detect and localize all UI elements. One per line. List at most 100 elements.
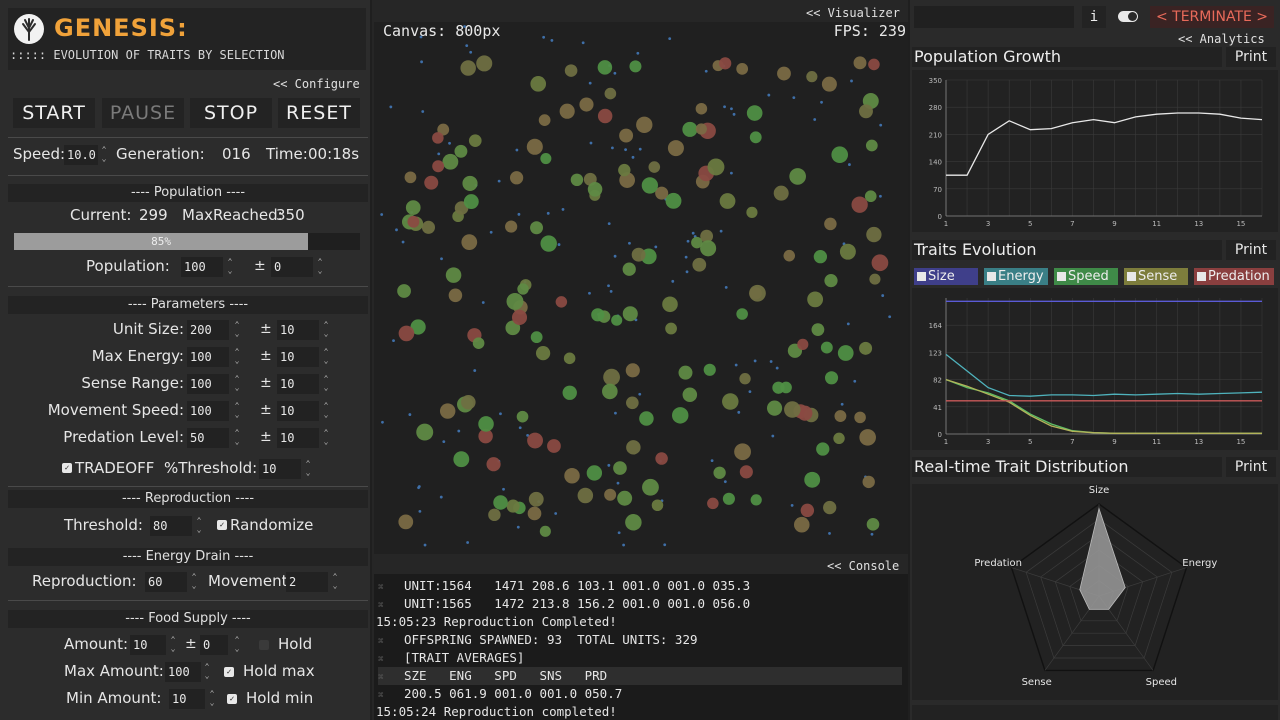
analytics-link[interactable]: << Analytics [1178,32,1265,46]
reset-button[interactable]: RESET [278,98,360,128]
param-variance-stepper[interactable]: ⌃ ⌄ [323,401,329,419]
console-line-marker: ⌘ [378,601,384,611]
pause-button[interactable]: PAUSE [102,98,184,128]
y-tick-label: 280 [929,104,942,112]
legend-checkbox[interactable] [1127,272,1136,281]
unit-dot [866,226,882,243]
legend-toggle-energy[interactable]: Energy [984,268,1048,285]
stop-button[interactable]: STOP [190,98,272,128]
legend-toggle-sense[interactable]: Sense [1124,268,1188,285]
param-variance-input[interactable]: 10 [277,374,319,394]
unit-dot [807,291,824,308]
theme-toggle[interactable] [1118,11,1138,22]
drain-movement-stepper[interactable]: ⌃ ⌄ [332,572,338,590]
terminate-button[interactable]: < TERMINATE > [1150,6,1274,28]
food-dot [465,44,469,47]
legend-checkbox[interactable] [1197,272,1206,281]
food-max-stepper[interactable]: ⌃ ⌄ [204,662,210,680]
param-value-stepper[interactable]: ⌃ ⌄ [234,374,240,392]
param-value-input[interactable]: 100 [187,347,229,367]
hold-checkbox[interactable] [259,640,269,650]
speed-stepper[interactable]: ⌃ ⌄ [101,145,107,163]
param-variance-stepper[interactable]: ⌃ ⌄ [323,347,329,365]
threshold-label: %Threshold: [164,459,258,477]
food-dot [668,37,672,41]
param-variance-input[interactable]: 10 [277,320,319,340]
tradeoff-threshold-stepper[interactable]: ⌃ ⌄ [305,459,311,477]
param-variance-stepper[interactable]: ⌃ ⌄ [323,320,329,338]
x-tick-label: 7 [1070,438,1074,446]
initial-population-stepper[interactable]: ⌃ ⌄ [227,257,233,275]
param-value-input[interactable]: 100 [187,374,229,394]
param-variance-stepper[interactable]: ⌃ ⌄ [323,374,329,392]
population-variance-stepper[interactable]: ⌃ ⌄ [317,257,323,275]
configure-link[interactable]: << Configure [273,77,360,91]
hold-max-checkbox[interactable]: ✓ [224,667,234,677]
param-value-input[interactable]: 50 [187,428,229,448]
unit-dot [736,308,748,320]
food-dot [473,369,477,372]
food-dot [581,41,585,45]
legend-toggle-predation[interactable]: Predation [1194,268,1274,285]
initial-population-input[interactable]: 100 [181,257,223,277]
param-value-stepper[interactable]: ⌃ ⌄ [234,401,240,419]
param-variance-input[interactable]: 10 [277,401,319,421]
food-max-input[interactable]: 100 [165,662,201,682]
unit-dot [682,387,698,403]
console-line: ⌘ OFFSPRING SPAWNED: 93 TOTAL UNITS: 329 [378,631,902,649]
population-variance-input[interactable]: 0 [271,257,313,277]
legend-label: Energy [998,269,1044,284]
tradeoff-label: TRADEOFF [75,459,155,477]
series-line-0 [946,112,1263,176]
print-traits-button[interactable]: Print [1226,240,1276,260]
drain-movement-input[interactable]: 2 [286,572,328,592]
food-dot [622,543,625,547]
tradeoff-threshold-input[interactable]: 10 [259,459,301,479]
unit-dot [672,407,689,424]
legend-toggle-size[interactable]: Size [914,268,978,285]
speed-input[interactable]: 10.0 [64,145,98,165]
start-button[interactable]: START [13,98,95,128]
param-value-input[interactable]: 100 [187,401,229,421]
legend-checkbox[interactable] [917,272,926,281]
tradeoff-checkbox[interactable]: ✓ [62,463,72,473]
analytics-panel: i < TERMINATE > << Analytics Population … [910,0,1280,720]
food-min-stepper[interactable]: ⌃ ⌄ [209,689,215,707]
print-distribution-button[interactable]: Print [1226,457,1276,477]
param-value-stepper[interactable]: ⌃ ⌄ [234,347,240,365]
visualizer-link[interactable]: << Visualizer [806,6,900,20]
unit-dot [432,132,444,144]
food-variance-stepper[interactable]: ⌃ ⌄ [234,635,240,653]
food-dot [437,152,441,156]
param-value-stepper[interactable]: ⌃ ⌄ [234,320,240,338]
food-min-input[interactable]: 10 [169,689,205,709]
reproduction-threshold-stepper[interactable]: ⌃ ⌄ [196,516,202,534]
param-value-stepper[interactable]: ⌃ ⌄ [234,428,240,446]
simulation-canvas[interactable]: Canvas: 800px FPS: 239 [374,22,908,554]
info-button[interactable]: i [1082,6,1106,28]
legend-checkbox[interactable] [1057,272,1066,281]
reproduction-threshold-input[interactable]: 80 [150,516,192,536]
legend-checkbox[interactable] [987,272,996,281]
drain-reproduction-input[interactable]: 60 [145,572,187,592]
legend-toggle-speed[interactable]: Speed [1054,268,1118,285]
hold-min-checkbox[interactable]: ✓ [227,694,237,704]
param-value-input[interactable]: 200 [187,320,229,340]
food-dot [879,194,882,198]
param-variance-input[interactable]: 10 [277,428,319,448]
food-amount-stepper[interactable]: ⌃ ⌄ [170,635,176,653]
console-link[interactable]: << Console [827,559,900,573]
food-dot [526,433,530,437]
drain-reproduction-stepper[interactable]: ⌃ ⌄ [191,572,197,590]
param-variance-stepper[interactable]: ⌃ ⌄ [323,428,329,446]
food-dot [617,531,621,535]
food-variance-input[interactable]: 0 [200,635,228,655]
print-population-button[interactable]: Print [1226,47,1276,67]
randomize-checkbox[interactable]: ✓ [217,520,227,530]
unit-dot [655,186,669,200]
command-input[interactable] [914,6,1074,28]
console-line-text: UNIT:1564 1471 208.6 103.1 001.0 001.0 0… [404,578,751,593]
food-dot [489,230,493,234]
food-amount-input[interactable]: 10 [130,635,166,655]
param-variance-input[interactable]: 10 [277,347,319,367]
